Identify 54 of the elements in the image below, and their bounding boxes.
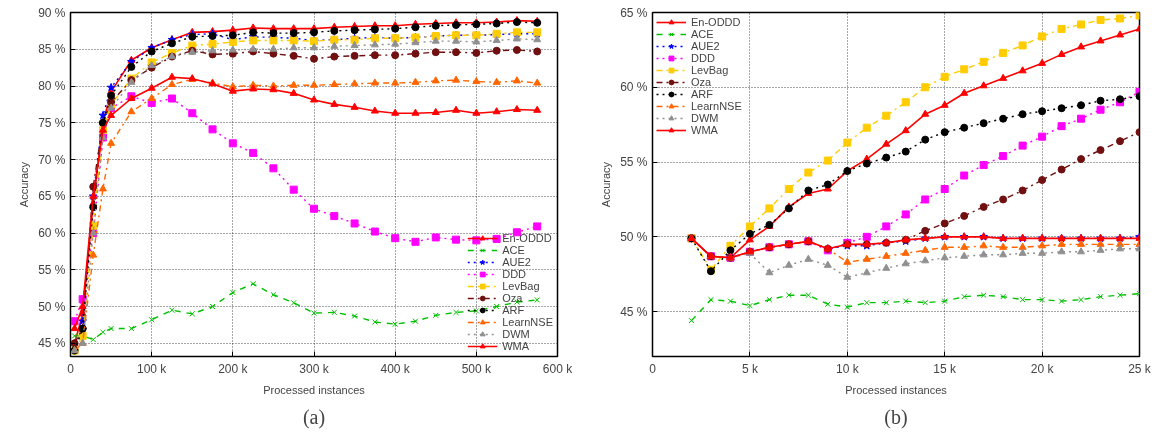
y-axis-title: Accuracy — [18, 161, 31, 208]
x-axis-title: Processed instances — [845, 383, 948, 396]
legend-label: LearnNSE — [502, 316, 553, 328]
y-tick-label: 60 % — [620, 80, 648, 95]
x-tick-label: 15 k — [933, 361, 958, 376]
legend-label: En-ODDD — [691, 16, 741, 28]
legend-label: WMA — [691, 124, 718, 136]
y-tick-label: 75 % — [38, 115, 66, 130]
y-tick-label: 55 % — [620, 155, 648, 170]
legend-label: ARF — [502, 304, 525, 316]
x-tick-label: 300 k — [299, 361, 330, 376]
y-tick-label: 80 % — [38, 79, 66, 93]
legend-label: ARF — [691, 88, 713, 100]
text: (b) — [884, 405, 908, 429]
legend-label: Oza — [502, 292, 523, 304]
text: (a) — [302, 405, 326, 429]
y-axis-title: Accuracy — [600, 161, 613, 208]
legend-label: LevBag — [691, 64, 729, 76]
x-tick-label: 600 k — [542, 361, 574, 376]
legend-label: ACE — [691, 28, 714, 40]
x-axis-title: Processed instances — [263, 383, 366, 396]
y-tick-label: 50 % — [620, 229, 648, 244]
y-tick-label: 55 % — [38, 262, 66, 277]
y-tick-label: 45 % — [38, 336, 66, 351]
x-tick-label: 0 — [67, 361, 75, 376]
y-tick-label: 65 % — [38, 189, 66, 204]
legend-label: En-ODDD — [502, 232, 552, 244]
legend-label: DDD — [502, 268, 527, 280]
legend-label: LevBag — [502, 280, 540, 292]
x-tick-label: 5 k — [741, 361, 759, 376]
legend-label: ACE — [502, 244, 525, 256]
x-tick-label: 200 k — [218, 361, 249, 376]
y-tick-label: 65 % — [620, 5, 648, 20]
y-tick-label: 45 % — [620, 304, 648, 319]
legend-label: DWM — [691, 112, 719, 124]
legend-label: LearnNSE — [691, 100, 742, 112]
y-tick-label: 90 % — [38, 5, 66, 20]
x-tick-label: 25 k — [1128, 361, 1152, 376]
legend-label: AUE2 — [502, 256, 531, 268]
x-tick-label: 20 k — [1030, 361, 1055, 376]
y-tick-label: 50 % — [38, 299, 66, 314]
y-tick-label: 85 % — [38, 42, 66, 57]
x-tick-label: 10 k — [835, 361, 860, 376]
legend-label: AUE2 — [691, 40, 720, 52]
legend-label: Oza — [691, 76, 712, 88]
x-tick-label: 500 k — [461, 361, 493, 376]
legend-label: DDD — [691, 52, 715, 64]
x-tick-label: 100 k — [136, 361, 168, 376]
y-tick-label: 60 % — [38, 226, 66, 241]
legend-label: DWM — [502, 328, 530, 340]
legend-label: WMA — [502, 340, 530, 352]
x-tick-label: 0 — [649, 361, 657, 376]
y-tick-label: 70 % — [38, 152, 66, 167]
x-tick-label: 400 k — [380, 361, 411, 376]
